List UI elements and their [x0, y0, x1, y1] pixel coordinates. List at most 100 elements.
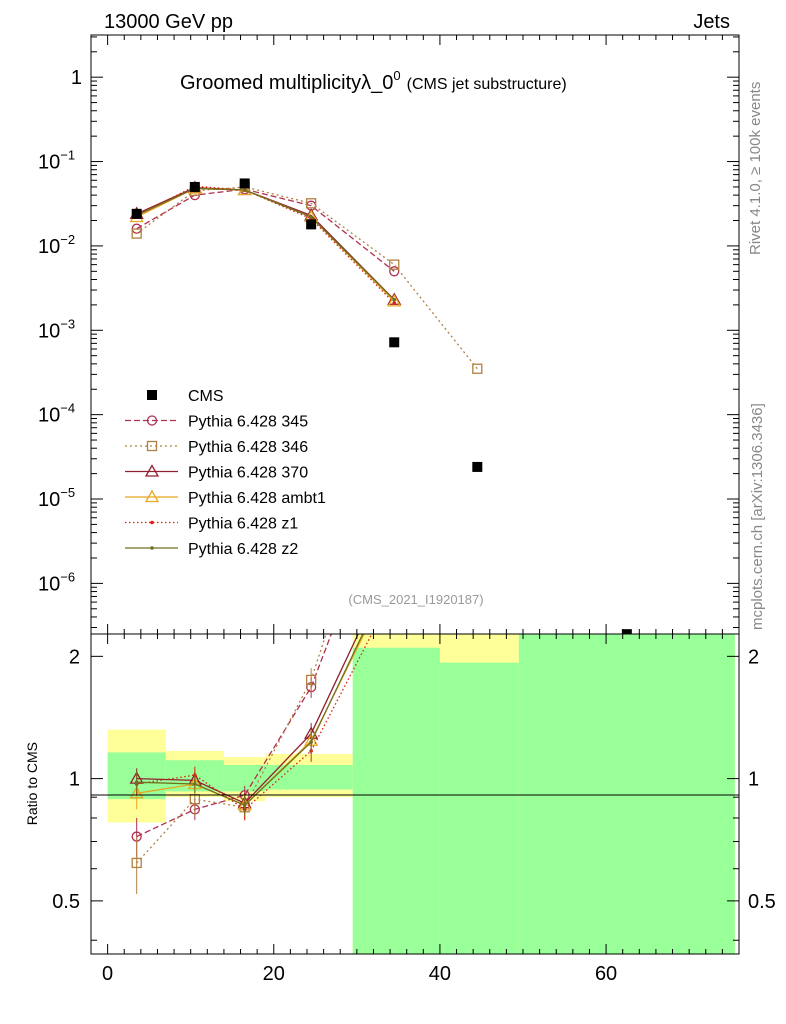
- legend-item: Pythia 6.428 370: [125, 464, 308, 482]
- ratio-series-point: [131, 857, 142, 869]
- legend-marker: [144, 464, 160, 477]
- ratio-series-point: [388, 567, 400, 578]
- main-series-line: [136, 187, 395, 302]
- legend-label: CMS: [188, 388, 224, 405]
- legend-label: Pythia 6.428 z2: [188, 541, 298, 558]
- main-series-point: [392, 301, 397, 305]
- x-tick-label: 20: [263, 963, 285, 985]
- title-symbol: λ_0: [361, 72, 393, 94]
- ratio-series-point: [242, 803, 247, 808]
- x-tick-label: 60: [595, 963, 617, 985]
- svg-text:Groomed multiplicityλ_00(CMS j: Groomed multiplicityλ_00 (CMS jet substru…: [180, 68, 567, 94]
- legend-item: Pythia 6.428 345: [125, 414, 308, 431]
- legend-item: Pythia 6.428 346: [125, 439, 308, 456]
- main-series-point: [242, 188, 247, 192]
- rivet-label: Rivet 4.1.0, ≥ 100k events: [747, 82, 764, 255]
- main-y-tick-label: 10−5: [38, 485, 75, 511]
- ratio-series-point: [134, 780, 139, 784]
- ratio-band-green: [352, 647, 440, 954]
- ratio-y-axis-label: Ratio to CMS: [24, 742, 40, 825]
- header-left: 13000 GeV pp: [104, 11, 233, 33]
- main-y-tick-label: 10−6: [38, 569, 75, 595]
- ratio-y-tick-label-left: 0.5: [52, 891, 80, 913]
- ratio-y-tick-label-right: 2: [748, 646, 759, 668]
- ratio-series-point: [129, 786, 144, 799]
- legend-item: Pythia 6.428 z1: [125, 516, 298, 533]
- ratio-band-green: [518, 634, 735, 954]
- header-right: Jets: [693, 11, 730, 33]
- legend-label: Pythia 6.428 z1: [188, 516, 298, 533]
- ratio-series-line: [136, 634, 327, 864]
- main-series-point: [389, 259, 400, 270]
- legend-item: Pythia 6.428 ambt1: [125, 489, 326, 507]
- data-point: [389, 337, 400, 348]
- main-y-tick-label: 10−2: [38, 232, 75, 258]
- ratio-y-tick-label-right: 0.5: [748, 891, 776, 913]
- main-series: [129, 178, 632, 634]
- mcplots-label: mcplots.cern.ch [arXiv:1306.3436]: [749, 403, 766, 630]
- legend-marker: [144, 489, 160, 503]
- ratio-band-green: [439, 662, 519, 954]
- main-y-tick-labels: 1 10−1 10−2 10−3 10−4 10−5 10−6: [38, 67, 82, 595]
- chart-title: Groomed multiplicityλ_00 (CMS jet substru…: [180, 68, 567, 94]
- legend: CMS Pythia 6.428 345 Pythia 6.428 346 Pythi…: [125, 388, 326, 558]
- main-series-point: [309, 215, 313, 219]
- main-series-point: [131, 228, 142, 239]
- data-point: [621, 629, 632, 634]
- legend-label: Pythia 6.428 ambt1: [188, 490, 326, 507]
- ratio-bands: [107, 634, 735, 954]
- legend-item: Pythia 6.428 z2: [125, 541, 298, 558]
- ratio-y-tick-labels: 0.5 0.5 1 1 2 2: [52, 646, 776, 913]
- main-series-line: [136, 187, 395, 301]
- ratio-series-point: [392, 566, 396, 570]
- legend-item: CMS: [147, 388, 224, 405]
- legend-marker: [146, 440, 158, 452]
- legend-marker: [150, 546, 154, 550]
- main-series-point: [472, 363, 483, 374]
- legend-label: Pythia 6.428 346: [188, 439, 308, 456]
- main-series-point: [306, 198, 317, 209]
- ratio-y-tick-label-left: 1: [69, 769, 80, 791]
- main-series-line: [136, 187, 395, 301]
- ratio-series-point: [306, 674, 317, 686]
- data-point: [131, 208, 142, 219]
- title-subtitle: (CMS jet substructure): [407, 76, 567, 93]
- main-series-line: [136, 186, 478, 370]
- legend-label: Pythia 6.428 370: [188, 465, 308, 482]
- main-series-line: [136, 188, 395, 272]
- x-tick-label: 0: [102, 963, 113, 985]
- data-point: [472, 461, 483, 472]
- analysis-label: (CMS_2021_I1920187): [348, 592, 483, 607]
- main-series-line: [136, 185, 395, 304]
- axis-ticks: [91, 35, 740, 954]
- legend-marker: [147, 390, 157, 400]
- ratio-band-green: [265, 765, 353, 790]
- main-y-tick-label: 10−4: [38, 401, 75, 427]
- ratio-frame: [90, 633, 740, 955]
- x-tick-label: 40: [429, 963, 451, 985]
- main-y-tick-label: 10−3: [38, 316, 75, 342]
- ratio-series-point: [193, 782, 197, 786]
- x-tick-labels: 0 20 40 60: [102, 963, 617, 985]
- legend-label: Pythia 6.428 345: [188, 414, 308, 431]
- data-point: [239, 178, 250, 189]
- main-y-tick-label: 1: [71, 67, 82, 89]
- data-point: [189, 181, 200, 192]
- legend-marker: [150, 520, 154, 525]
- main-series-point: [387, 294, 402, 307]
- main-series-point: [392, 297, 397, 302]
- ratio-series-point: [473, 309, 482, 318]
- title-sup: 0: [393, 68, 400, 83]
- ratio-series-point: [390, 464, 399, 473]
- ratio-y-tick-label-left: 2: [69, 646, 80, 668]
- ratio-series: [129, 309, 482, 894]
- data-point: [306, 219, 317, 230]
- main-y-tick-label: 10−1: [38, 148, 75, 174]
- title-main: Groomed multiplicity: [180, 72, 361, 94]
- ratio-y-tick-label-right: 1: [748, 769, 759, 791]
- ratio-series-point: [388, 552, 400, 563]
- legend-marker: [146, 415, 158, 426]
- ratio-series-point: [309, 740, 313, 744]
- ratio-series-point: [390, 419, 399, 428]
